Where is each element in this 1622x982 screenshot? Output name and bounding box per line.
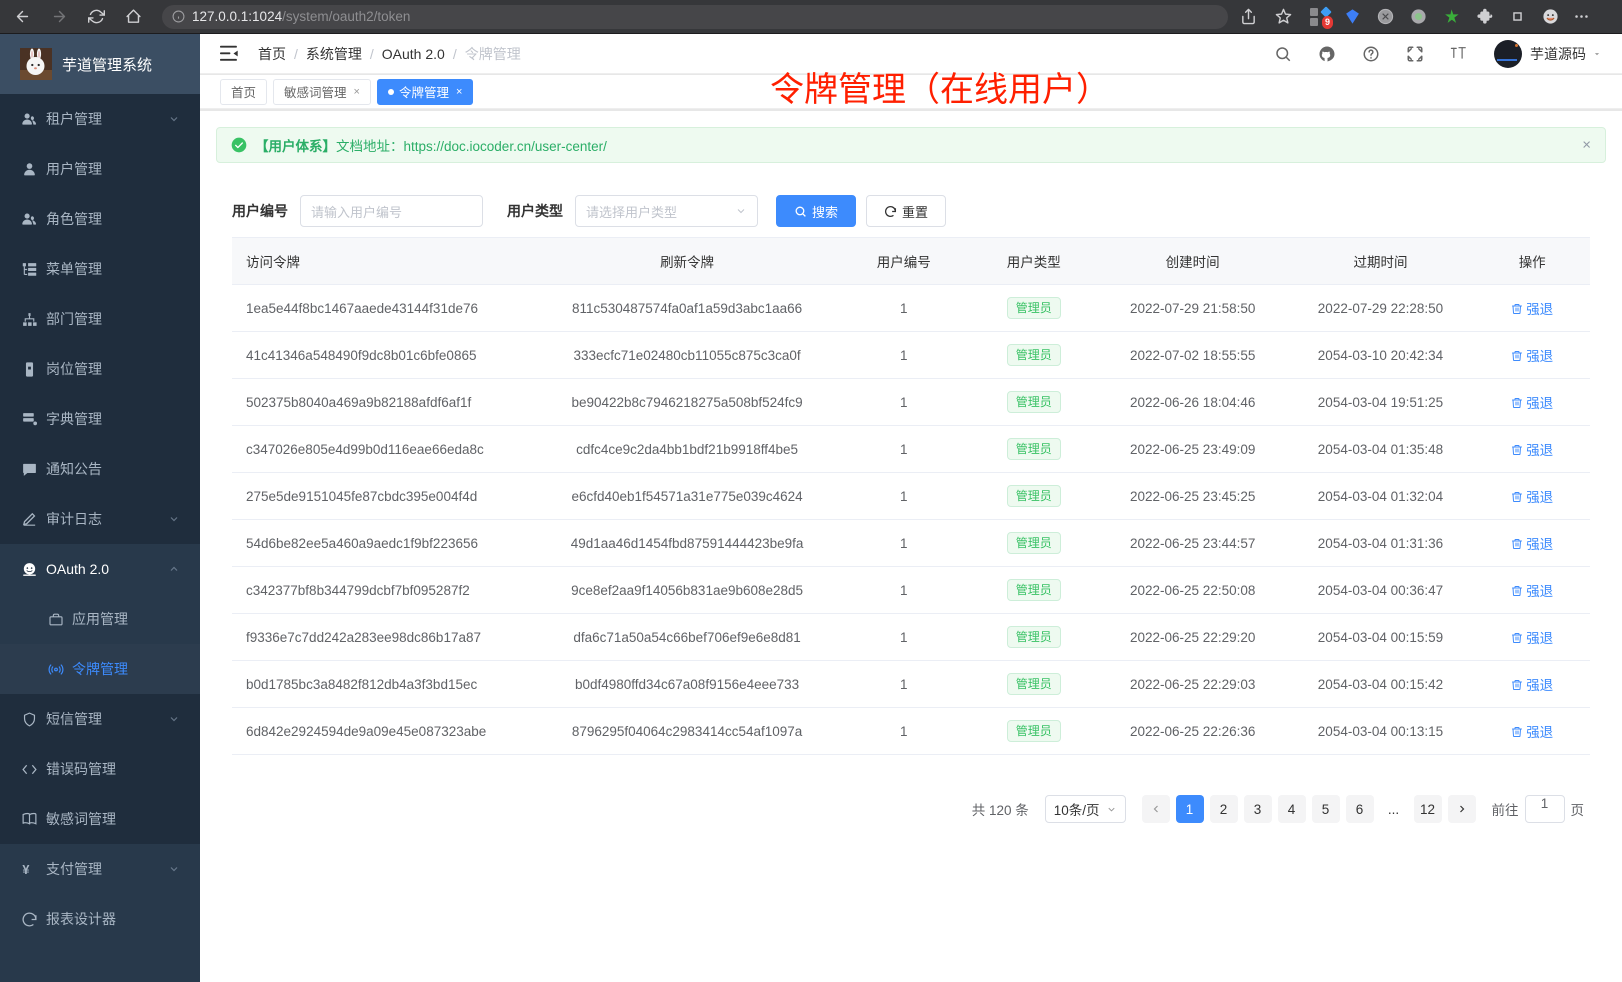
svg-text:¥: ¥ [22,861,30,876]
